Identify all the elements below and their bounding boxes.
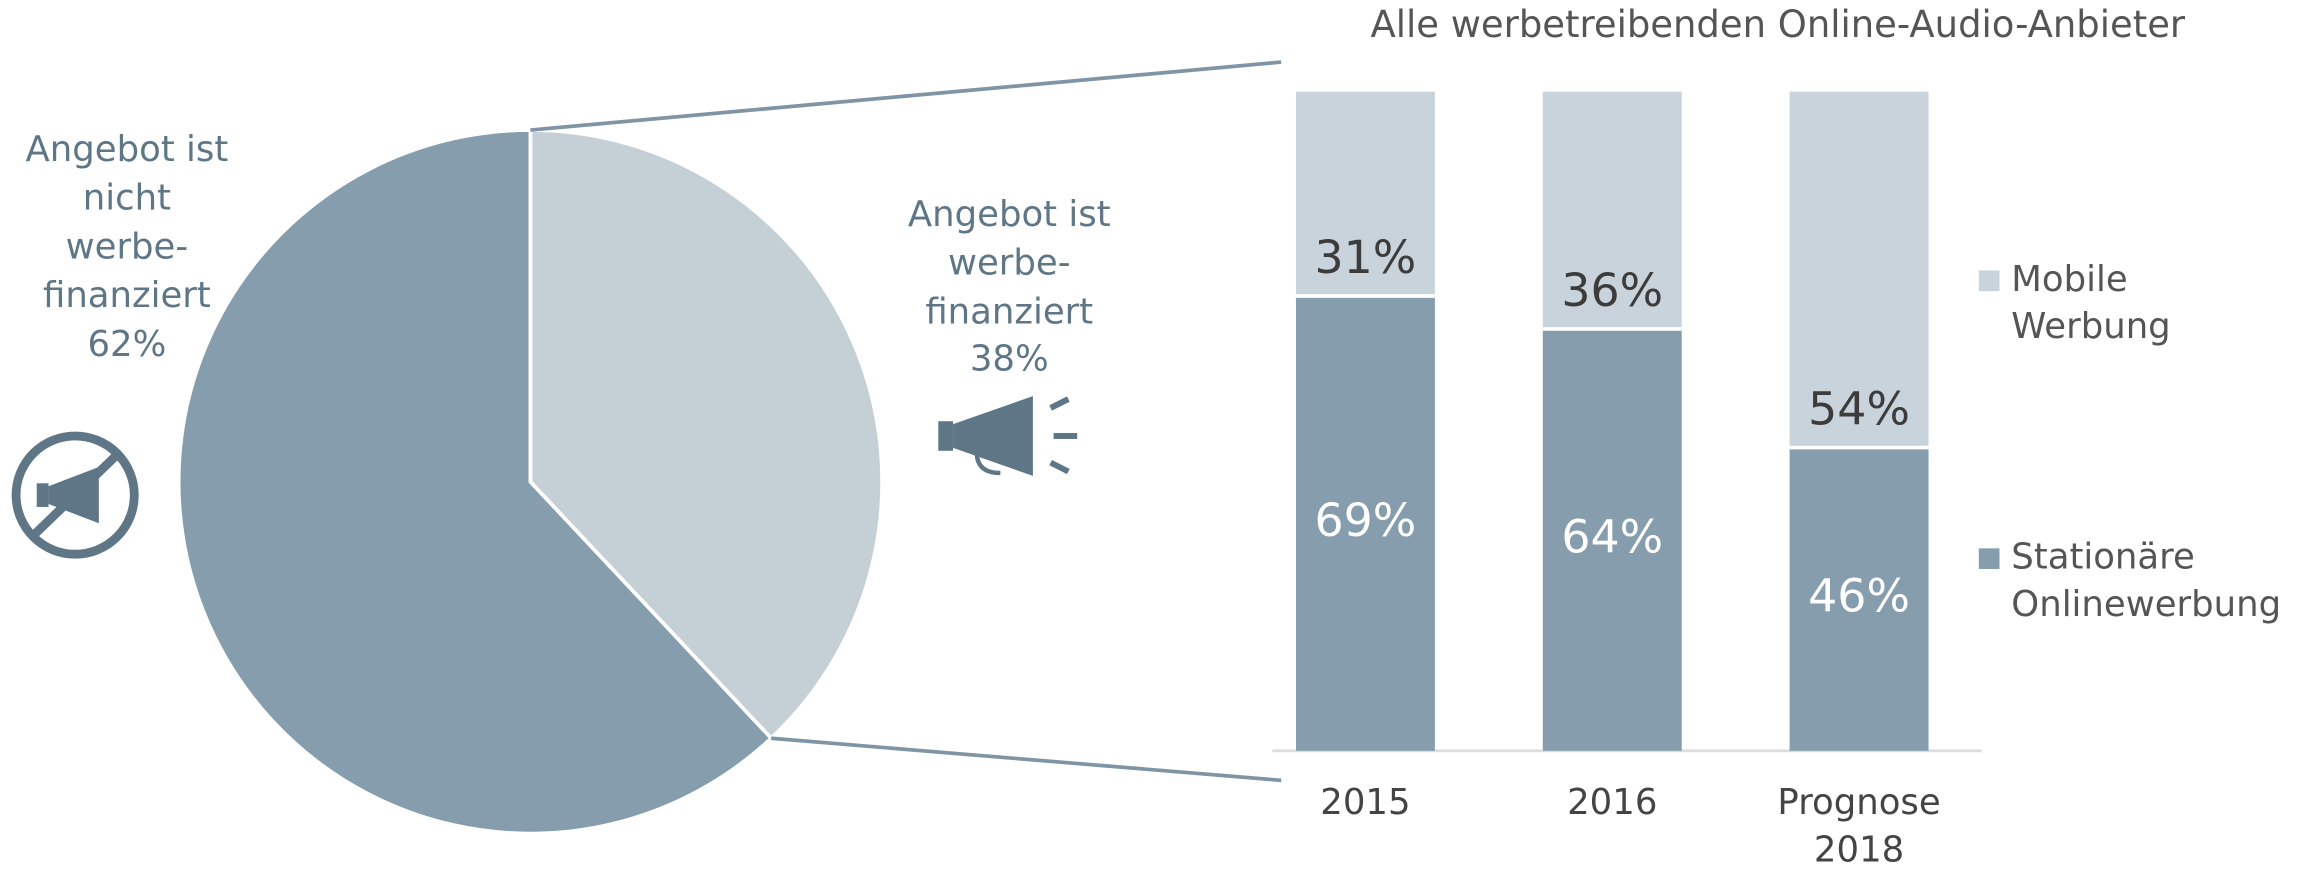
pie-slice	[176, 128, 774, 836]
pie-value-label: 38%	[970, 339, 1049, 380]
pie-label: Angebot ist werbe-finanziert	[908, 194, 1111, 333]
megaphone-icon	[938, 396, 1078, 476]
value-label: 36%	[1561, 263, 1663, 317]
x-tick-label: Prognose 2018	[1777, 782, 1940, 870]
value-label: 46%	[1808, 569, 1910, 623]
bar-segment	[1542, 91, 1682, 329]
chart-title: Alle werbetreibenden Online-Audio-Anbiet…	[1370, 3, 2185, 46]
connector	[771, 736, 1282, 783]
legend-swatch	[1978, 270, 2000, 292]
value-label: 69%	[1315, 493, 1417, 547]
bar-segment	[1542, 328, 1682, 751]
pie-label: Angebot ist nicht werbe-finanziert	[26, 129, 229, 316]
legend-label: Mobile Werbung	[2011, 259, 2170, 347]
value-label: 54%	[1808, 382, 1910, 436]
pie-slice	[528, 128, 884, 741]
connector	[530, 60, 1282, 132]
legend-label: Stationäre Onlinewerbung	[2011, 537, 2281, 625]
x-tick-label: 2015	[1320, 782, 1410, 823]
no-ads-icon	[11, 431, 139, 559]
bar-segment	[1295, 295, 1435, 751]
value-label: 31%	[1315, 230, 1417, 284]
bar-segment	[1295, 91, 1435, 296]
legend-swatch	[1978, 548, 2000, 570]
x-tick-label: 2016	[1567, 782, 1657, 823]
bar-segment	[1789, 91, 1929, 448]
bar-segment	[1789, 447, 1929, 751]
value-label: 64%	[1561, 509, 1663, 563]
pie-value-label: 62%	[87, 324, 166, 365]
